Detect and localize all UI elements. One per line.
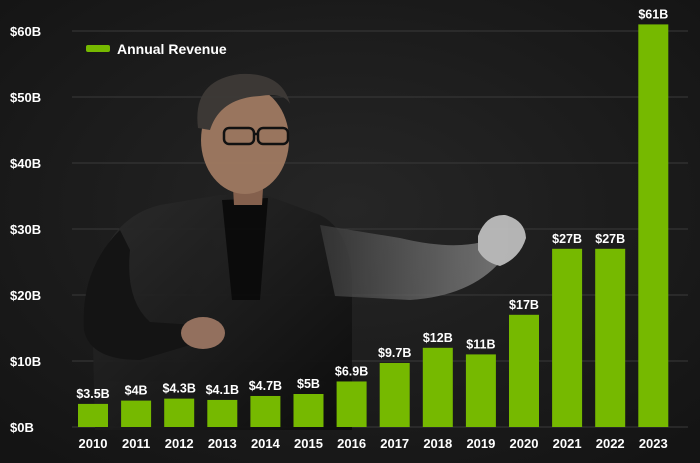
bar-value-label: $17B: [509, 298, 539, 312]
bar-2021: [552, 248, 583, 427]
x-axis: 2010 2011 2012 2013 2014 2015 2016 2017 2018 2019…: [79, 436, 668, 451]
y-axis: $0B $10B $20B $30B $40B $50B $60B: [10, 24, 41, 435]
y-tick-label: $0B: [10, 420, 34, 435]
bar-value-label: $61B: [638, 7, 668, 21]
bar-value-label: $3.5B: [76, 387, 109, 401]
bar-2023: [638, 24, 669, 428]
y-tick-label: $50B: [10, 90, 41, 105]
bar-value-label: $11B: [466, 337, 495, 351]
bar-2015: [293, 394, 324, 427]
y-tick-label: $20B: [10, 288, 41, 303]
y-tick-label: $10B: [10, 354, 41, 369]
bar-value-labels: $3.5B $4B $4.3B $4.1B $4.7B $5B $6.9B $9.7B $12B…: [76, 7, 668, 401]
x-tick-label: 2015: [294, 436, 323, 451]
bar-2017: [379, 362, 410, 427]
bar-2013: [207, 399, 238, 427]
y-tick-label: $30B: [10, 222, 41, 237]
bar-value-label: $12B: [423, 331, 453, 345]
x-tick-label: 2010: [79, 436, 108, 451]
legend-label: Annual Revenue: [117, 41, 227, 57]
bar-value-label: $4.1B: [206, 383, 239, 397]
x-tick-label: 2014: [251, 436, 281, 451]
x-tick-label: 2022: [596, 436, 625, 451]
bar-value-label: $4.7B: [249, 379, 282, 393]
legend: Annual Revenue: [86, 41, 227, 57]
bars: [78, 24, 669, 428]
bar-value-label: $6.9B: [335, 364, 368, 378]
bar-value-label: $27B: [552, 232, 582, 246]
bar-2010: [78, 403, 108, 427]
bar-value-label: $4.3B: [163, 382, 196, 396]
bar-2020: [509, 314, 539, 427]
x-tick-label: 2016: [337, 436, 366, 451]
x-tick-label: 2013: [208, 436, 237, 451]
bar-value-label: $4B: [125, 384, 148, 398]
x-tick-label: 2017: [380, 436, 409, 451]
x-tick-label: 2012: [165, 436, 194, 451]
bar-value-label: $9.7B: [378, 346, 411, 360]
x-tick-label: 2021: [553, 436, 582, 451]
bar-2016: [336, 381, 367, 427]
bar-2019: [465, 354, 496, 427]
bar-value-label: $5B: [297, 377, 320, 391]
y-tick-label: $60B: [10, 24, 41, 39]
legend-swatch: [86, 45, 110, 52]
y-tick-label: $40B: [10, 156, 41, 171]
bar-2018: [422, 347, 453, 427]
x-tick-label: 2020: [510, 436, 539, 451]
bar-2012: [164, 398, 195, 427]
bar-2014: [250, 395, 281, 427]
x-tick-label: 2023: [639, 436, 668, 451]
presenter-figure: [83, 73, 526, 430]
bar-2011: [121, 400, 152, 427]
x-tick-label: 2019: [466, 436, 495, 451]
x-tick-label: 2018: [423, 436, 452, 451]
bar-value-label: $27B: [595, 232, 625, 246]
bar-2022: [595, 248, 626, 427]
x-tick-label: 2011: [122, 436, 150, 451]
